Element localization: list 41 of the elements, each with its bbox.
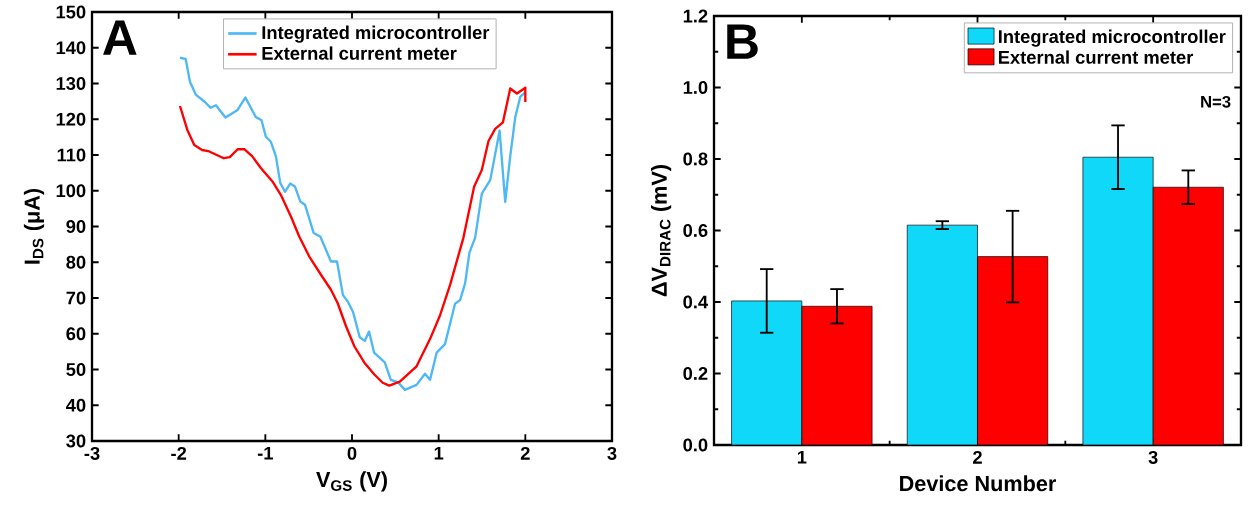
x-tick-label: 3	[607, 446, 617, 460]
y-tick-label: 80	[66, 255, 86, 269]
x-tick-label: 2	[520, 446, 530, 460]
x-tick-label: 2	[973, 450, 982, 464]
legend-label: Integrated microcontroller	[998, 29, 1226, 47]
y-tick-label: 100	[56, 184, 86, 198]
y-tick-label: 0.8	[683, 152, 708, 166]
y-tick-label: 90	[66, 220, 86, 233]
x-tick-label: -3	[84, 446, 100, 460]
x-tick-label: 3	[1148, 450, 1158, 464]
annotation: N=3	[1201, 95, 1231, 108]
y-tick-label: 70	[66, 291, 86, 305]
y-axis-title: ΔV$_{DIRAC}$ (mV)	[650, 165, 672, 297]
legend-label: Integrated microcontroller	[262, 25, 490, 43]
x-tick-label: -1	[257, 446, 273, 460]
legend-label: External current meter	[998, 50, 1194, 64]
y-tick-label: 0.4	[683, 295, 709, 309]
y-tick-label: 30	[66, 434, 86, 448]
y-axis-title: I$_{DS}$ (μA)	[23, 188, 45, 264]
x-tick-label: 1	[434, 446, 444, 460]
y-tick-label: 50	[66, 363, 86, 376]
y-tick-label: 150	[56, 5, 86, 19]
y-tick-label: 140	[56, 41, 86, 55]
y-tick-label: 0.0	[683, 438, 708, 452]
y-tick-label: 120	[56, 112, 86, 126]
x-axis-title: V$_{GS}$ (V)	[316, 471, 387, 492]
x-tick-label: -2	[171, 446, 187, 460]
annotation: B	[727, 24, 758, 59]
x-axis-title: Device Number	[900, 475, 1056, 492]
y-tick-label: 1.2	[683, 9, 708, 23]
x-tick-label: 0	[347, 446, 357, 460]
y-tick-label: 60	[66, 327, 86, 341]
y-tick-label: 130	[56, 77, 86, 90]
legend-label: External current meter	[262, 46, 457, 60]
y-tick-label: 0.6	[683, 224, 708, 237]
annotation: A	[103, 20, 137, 55]
y-tick-label: 0.2	[683, 367, 708, 380]
y-tick-label: 110	[57, 148, 86, 162]
y-tick-label: 1.0	[683, 81, 708, 94]
y-tick-label: 40	[66, 398, 86, 412]
x-tick-label: 1	[797, 450, 807, 464]
